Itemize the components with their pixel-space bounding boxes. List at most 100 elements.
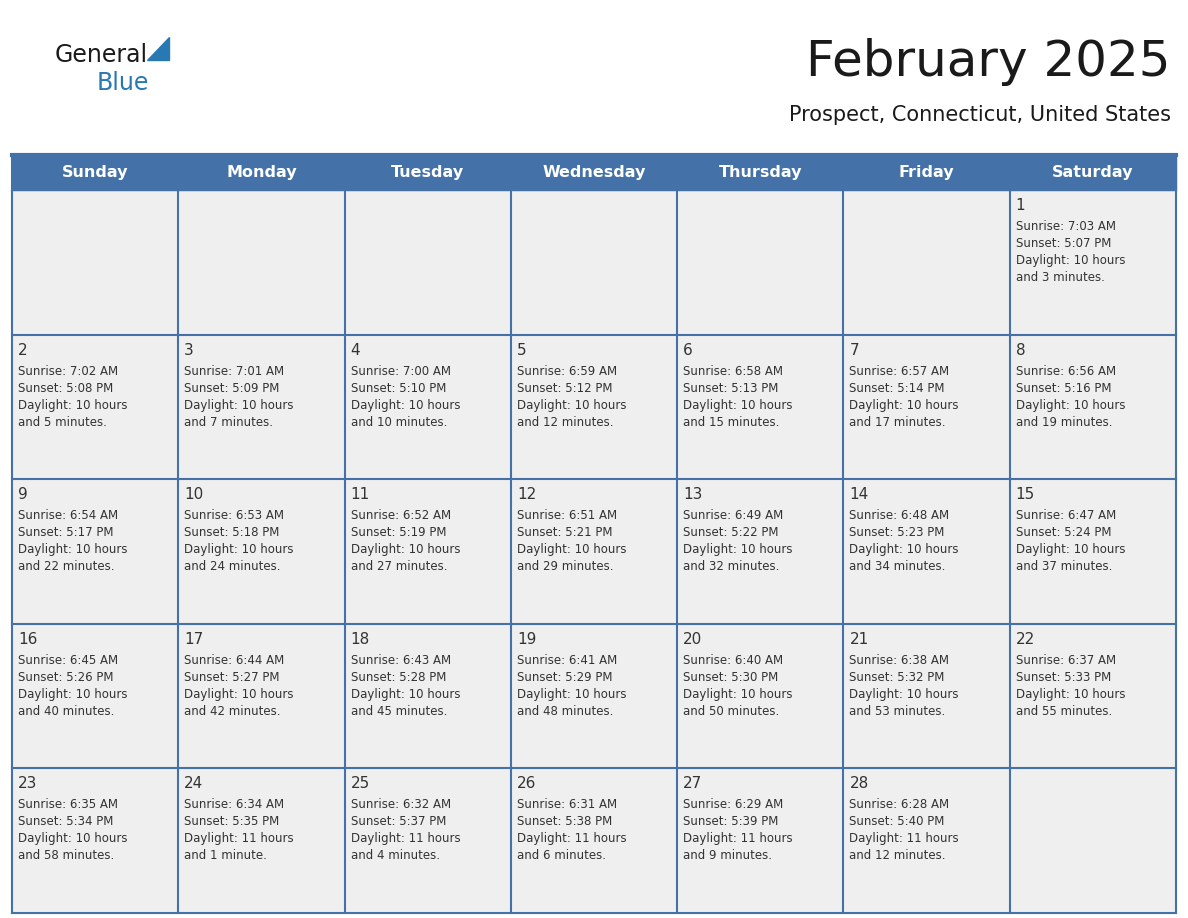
Text: and 48 minutes.: and 48 minutes.	[517, 705, 613, 718]
Text: 26: 26	[517, 777, 536, 791]
Bar	[677, 479, 843, 624]
Bar	[12, 624, 178, 768]
Text: and 22 minutes.: and 22 minutes.	[18, 560, 114, 573]
Text: Thursday: Thursday	[719, 165, 802, 180]
Text: Sunset: 5:26 PM: Sunset: 5:26 PM	[18, 671, 114, 684]
Text: and 32 minutes.: and 32 minutes.	[683, 560, 779, 573]
Bar	[511, 479, 677, 624]
Bar	[1010, 768, 1176, 913]
Text: Sunrise: 6:51 AM: Sunrise: 6:51 AM	[517, 509, 617, 522]
Text: and 9 minutes.: and 9 minutes.	[683, 849, 772, 862]
Text: Sunset: 5:27 PM: Sunset: 5:27 PM	[184, 671, 280, 684]
Text: Daylight: 11 hours: Daylight: 11 hours	[184, 833, 293, 845]
Text: Daylight: 10 hours: Daylight: 10 hours	[184, 398, 293, 411]
Text: Sunrise: 6:45 AM: Sunrise: 6:45 AM	[18, 654, 118, 666]
Bar	[1010, 479, 1176, 624]
Bar	[511, 768, 677, 913]
Text: Sunrise: 6:54 AM: Sunrise: 6:54 AM	[18, 509, 118, 522]
Bar	[178, 768, 345, 913]
Text: General: General	[55, 43, 148, 67]
Text: 28: 28	[849, 777, 868, 791]
Text: Daylight: 11 hours: Daylight: 11 hours	[350, 833, 460, 845]
Text: and 27 minutes.: and 27 minutes.	[350, 560, 447, 573]
Bar	[1010, 190, 1176, 334]
Text: Daylight: 10 hours: Daylight: 10 hours	[517, 688, 626, 700]
Text: Sunset: 5:34 PM: Sunset: 5:34 PM	[18, 815, 113, 828]
Text: Sunset: 5:07 PM: Sunset: 5:07 PM	[1016, 237, 1111, 250]
Polygon shape	[147, 37, 169, 60]
Text: Daylight: 10 hours: Daylight: 10 hours	[683, 398, 792, 411]
Bar	[12, 479, 178, 624]
Bar	[843, 479, 1010, 624]
Text: Sunrise: 6:52 AM: Sunrise: 6:52 AM	[350, 509, 450, 522]
Text: and 40 minutes.: and 40 minutes.	[18, 705, 114, 718]
Text: and 10 minutes.: and 10 minutes.	[350, 416, 447, 429]
Bar	[345, 624, 511, 768]
Bar	[677, 334, 843, 479]
Text: Daylight: 10 hours: Daylight: 10 hours	[350, 543, 460, 556]
Text: Sunrise: 7:00 AM: Sunrise: 7:00 AM	[350, 364, 450, 377]
Text: Sunset: 5:10 PM: Sunset: 5:10 PM	[350, 382, 446, 395]
Text: 7: 7	[849, 342, 859, 358]
Bar	[345, 768, 511, 913]
Text: 12: 12	[517, 487, 536, 502]
Text: Sunset: 5:24 PM: Sunset: 5:24 PM	[1016, 526, 1111, 539]
Text: 21: 21	[849, 632, 868, 647]
Text: Tuesday: Tuesday	[391, 165, 465, 180]
Text: Sunset: 5:18 PM: Sunset: 5:18 PM	[184, 526, 279, 539]
Bar	[12, 155, 1176, 190]
Text: Sunrise: 6:35 AM: Sunrise: 6:35 AM	[18, 799, 118, 812]
Text: Sunrise: 7:02 AM: Sunrise: 7:02 AM	[18, 364, 118, 377]
Text: and 3 minutes.: and 3 minutes.	[1016, 271, 1105, 284]
Text: Sunset: 5:37 PM: Sunset: 5:37 PM	[350, 815, 446, 828]
Text: and 12 minutes.: and 12 minutes.	[849, 849, 946, 862]
Text: 16: 16	[18, 632, 37, 647]
Text: Sunset: 5:32 PM: Sunset: 5:32 PM	[849, 671, 944, 684]
Text: Daylight: 10 hours: Daylight: 10 hours	[1016, 398, 1125, 411]
Text: 19: 19	[517, 632, 536, 647]
Bar	[843, 334, 1010, 479]
Text: Daylight: 10 hours: Daylight: 10 hours	[18, 543, 127, 556]
Text: Daylight: 10 hours: Daylight: 10 hours	[849, 398, 959, 411]
Text: Sunrise: 7:01 AM: Sunrise: 7:01 AM	[184, 364, 284, 377]
Text: February 2025: February 2025	[807, 38, 1171, 86]
Bar	[178, 624, 345, 768]
Text: 9: 9	[18, 487, 27, 502]
Text: Daylight: 11 hours: Daylight: 11 hours	[849, 833, 959, 845]
Text: Sunset: 5:08 PM: Sunset: 5:08 PM	[18, 382, 113, 395]
Text: and 58 minutes.: and 58 minutes.	[18, 849, 114, 862]
Text: 11: 11	[350, 487, 369, 502]
Text: Daylight: 10 hours: Daylight: 10 hours	[849, 543, 959, 556]
Bar	[511, 190, 677, 334]
Text: Sunrise: 6:53 AM: Sunrise: 6:53 AM	[184, 509, 284, 522]
Text: Sunrise: 6:28 AM: Sunrise: 6:28 AM	[849, 799, 949, 812]
Text: Sunrise: 6:43 AM: Sunrise: 6:43 AM	[350, 654, 450, 666]
Text: and 1 minute.: and 1 minute.	[184, 849, 267, 862]
Text: 27: 27	[683, 777, 702, 791]
Text: Sunrise: 6:58 AM: Sunrise: 6:58 AM	[683, 364, 783, 377]
Text: Sunrise: 6:38 AM: Sunrise: 6:38 AM	[849, 654, 949, 666]
Text: Daylight: 10 hours: Daylight: 10 hours	[350, 688, 460, 700]
Text: and 7 minutes.: and 7 minutes.	[184, 416, 273, 429]
Text: and 17 minutes.: and 17 minutes.	[849, 416, 946, 429]
Text: Daylight: 11 hours: Daylight: 11 hours	[517, 833, 626, 845]
Bar	[677, 190, 843, 334]
Text: Daylight: 10 hours: Daylight: 10 hours	[18, 833, 127, 845]
Text: Sunset: 5:23 PM: Sunset: 5:23 PM	[849, 526, 944, 539]
Text: Sunset: 5:19 PM: Sunset: 5:19 PM	[350, 526, 446, 539]
Text: Sunrise: 6:37 AM: Sunrise: 6:37 AM	[1016, 654, 1116, 666]
Bar	[511, 624, 677, 768]
Text: Sunrise: 6:47 AM: Sunrise: 6:47 AM	[1016, 509, 1116, 522]
Text: 8: 8	[1016, 342, 1025, 358]
Text: Sunset: 5:22 PM: Sunset: 5:22 PM	[683, 526, 778, 539]
Text: Blue: Blue	[97, 71, 150, 95]
Text: 4: 4	[350, 342, 360, 358]
Text: Sunrise: 6:32 AM: Sunrise: 6:32 AM	[350, 799, 450, 812]
Text: 1: 1	[1016, 198, 1025, 213]
Text: Sunset: 5:16 PM: Sunset: 5:16 PM	[1016, 382, 1111, 395]
Text: and 45 minutes.: and 45 minutes.	[350, 705, 447, 718]
Text: and 50 minutes.: and 50 minutes.	[683, 705, 779, 718]
Bar	[12, 768, 178, 913]
Bar	[345, 190, 511, 334]
Text: Sunset: 5:30 PM: Sunset: 5:30 PM	[683, 671, 778, 684]
